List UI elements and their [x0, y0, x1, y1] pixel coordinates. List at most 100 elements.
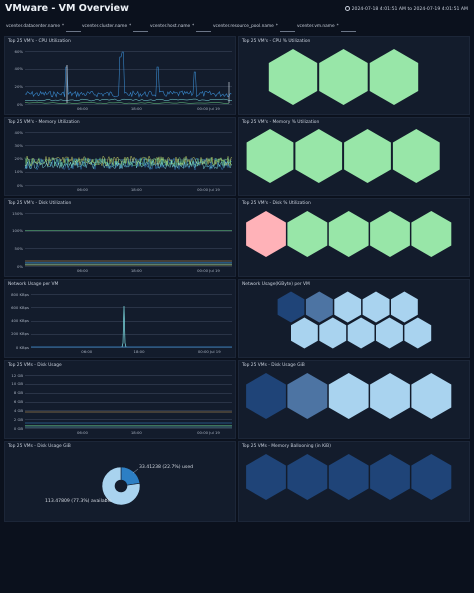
disk-utilization-panel[interactable]: Top 25 VM's - Disk Utilization 150% 100% 5…: [4, 198, 236, 277]
disk-usage-panel[interactable]: Top 25 VMs - Disk Usage 12 GB 10 GB 8 GB 6 …: [4, 360, 236, 439]
hex-grid: [246, 373, 452, 419]
vm-hexagon[interactable]: [268, 49, 318, 105]
vm-hexagon[interactable]: [291, 317, 318, 349]
vm-hexagon[interactable]: [391, 291, 418, 323]
y-tick-label: 0 KBps: [15, 344, 29, 350]
y-tick-label: 200 KBps: [11, 331, 29, 337]
vm-hexagon[interactable]: [319, 317, 347, 349]
gridline: [31, 320, 232, 322]
gridline: [25, 428, 232, 429]
vm-hexagon[interactable]: [411, 373, 452, 419]
y-tick-label: 150%: [12, 210, 23, 216]
network-hex-panel[interactable]: Network Usage(KiByte) per VM: [238, 279, 470, 358]
disk-pct-panel[interactable]: Top 25 VM's - Disk % Utilization: [238, 198, 470, 277]
memory-ballooning-panel[interactable]: Top 25 VMs - Memory Ballooning (in KiB): [238, 441, 470, 522]
cpu-pct-panel[interactable]: Top 25 VM's - CPU % Utilization: [238, 36, 470, 115]
vm-hexagon[interactable]: [277, 291, 305, 323]
panel-title: Top 25 VM's - Memory % Utilization: [242, 120, 320, 125]
y-tick-label: 0%: [16, 182, 23, 188]
vm-hexagon[interactable]: [295, 129, 343, 183]
vm-hexagon[interactable]: [411, 454, 452, 500]
vm-hexagon[interactable]: [246, 129, 294, 183]
network-usage-panel[interactable]: Network Usage per VM 800 KBps 600 KBps 400…: [4, 279, 236, 358]
vm-hexagon[interactable]: [362, 291, 390, 323]
gridline: [25, 266, 232, 267]
y-tick-label: 20%: [14, 156, 23, 161]
used-leader-line: [132, 468, 139, 474]
gridline: [25, 392, 232, 394]
vm-hexagon[interactable]: [328, 211, 369, 257]
panel-title: Top 25 VM's - Disk % Utilization: [242, 201, 311, 206]
x-tick-label: 06:00: [77, 430, 88, 435]
x-tick-label: 00:00 Jul 19: [197, 187, 220, 192]
vm-hexagon[interactable]: [246, 373, 286, 419]
vm-hexagon[interactable]: [370, 211, 410, 257]
vm-hexagon[interactable]: [369, 49, 419, 105]
vm-hexagon[interactable]: [287, 454, 328, 500]
y-tick-label: 40%: [14, 66, 23, 72]
y-tick-label: 60%: [14, 48, 23, 54]
vm-hexagon[interactable]: [344, 129, 391, 183]
date-range-picker[interactable]: 2024-07-18 4:01:51 AM to 2024-07-19 4:01…: [344, 6, 468, 12]
gridline: [25, 401, 232, 403]
date-range-text: 2024-07-18 4:01:51 AM to 2024-07-19 4:01…: [351, 7, 468, 12]
vm-hexagon[interactable]: [370, 454, 410, 500]
gridline: [25, 185, 232, 186]
y-tick-label: 6 GB: [13, 399, 23, 404]
gridline: [25, 132, 232, 133]
filter-resource-pool[interactable]: vcenter.resource_pool.name *: [213, 23, 295, 32]
chart-svg: [24, 155, 233, 171]
x-tick-label: 06:00: [77, 106, 88, 111]
donut-slice-available[interactable]: [101, 466, 141, 506]
gridline: [25, 86, 232, 88]
donut-chart: [101, 466, 141, 506]
vm-hexagon[interactable]: [287, 373, 328, 419]
gridline: [31, 307, 232, 309]
vm-hexagon[interactable]: [411, 211, 452, 257]
vm-hexagon[interactable]: [370, 373, 410, 419]
memory-utilization-panel[interactable]: Top 25 VM's - Memory Utilization 40% 30% 2…: [4, 117, 236, 196]
panel-title: Network Usage(KiByte) per VM: [242, 282, 310, 287]
gridline: [25, 375, 232, 376]
panel-title: Top 25 VM's - Memory Utilization: [8, 120, 80, 125]
disk-usage-donut-panel[interactable]: Top 25 VMs - Disk Usage GiB 33.41238 (22…: [4, 441, 236, 522]
x-tick-label: 18:00: [130, 430, 142, 435]
vm-hexagon[interactable]: [328, 373, 369, 419]
vm-hexagon[interactable]: [347, 317, 375, 349]
vm-hexagon[interactable]: [392, 129, 440, 183]
vm-hexagon[interactable]: [246, 211, 286, 257]
gridline: [25, 171, 232, 173]
chart-svg: [25, 230, 232, 266]
x-tick-label: 18:00: [133, 349, 145, 354]
hex-grid: [246, 454, 452, 500]
x-tick-label: 00:00 Jul 19: [197, 106, 220, 111]
clock-icon: [344, 6, 350, 11]
memory-pct-panel[interactable]: Top 25 VM's - Memory % Utilization: [238, 117, 470, 196]
vm-hexagon[interactable]: [334, 291, 362, 323]
vm-hexagon[interactable]: [246, 454, 286, 500]
disk-series: [25, 230, 232, 266]
cpu-utilization-panel[interactable]: Top 25 VM's - CPU Utilization 60% 40% 20% 0…: [4, 36, 236, 115]
vm-hexagon[interactable]: [305, 291, 333, 323]
y-tick-label: 12 GB: [11, 372, 23, 378]
page-title: VMware - VM Overview: [5, 3, 129, 14]
filter-bar: vcenter.datacenter.name * vcenter.cluster…: [0, 21, 474, 35]
vm-hexagon[interactable]: [287, 211, 328, 257]
disk-gib-panel[interactable]: Top 25 VMs - Disk Usage GiB: [238, 360, 470, 439]
filter-vm[interactable]: vcenter.vm.name *: [297, 23, 356, 32]
x-tick-label: 00:00 Jul 19: [197, 349, 221, 354]
vm-hexagon[interactable]: [328, 454, 369, 500]
panel-title: Network Usage per VM: [8, 282, 59, 287]
panel-title: Top 25 VM's - CPU % Utilization: [242, 39, 311, 44]
gridline: [31, 333, 232, 335]
vm-hexagon[interactable]: [319, 49, 368, 105]
vm-hexagon[interactable]: [404, 317, 432, 349]
hex-grid: [277, 291, 432, 349]
filter-datacenter[interactable]: vcenter.datacenter.name *: [6, 23, 81, 32]
used-label: 33.41238 (22.7%) used: [139, 465, 194, 470]
y-tick-label: 600 KBps: [11, 304, 29, 310]
vm-hexagon[interactable]: [376, 317, 403, 349]
filter-cluster[interactable]: vcenter.cluster.name *: [82, 23, 149, 32]
filter-host[interactable]: vcenter.host.name *: [150, 23, 212, 32]
y-tick-label: 8 GB: [13, 390, 23, 396]
